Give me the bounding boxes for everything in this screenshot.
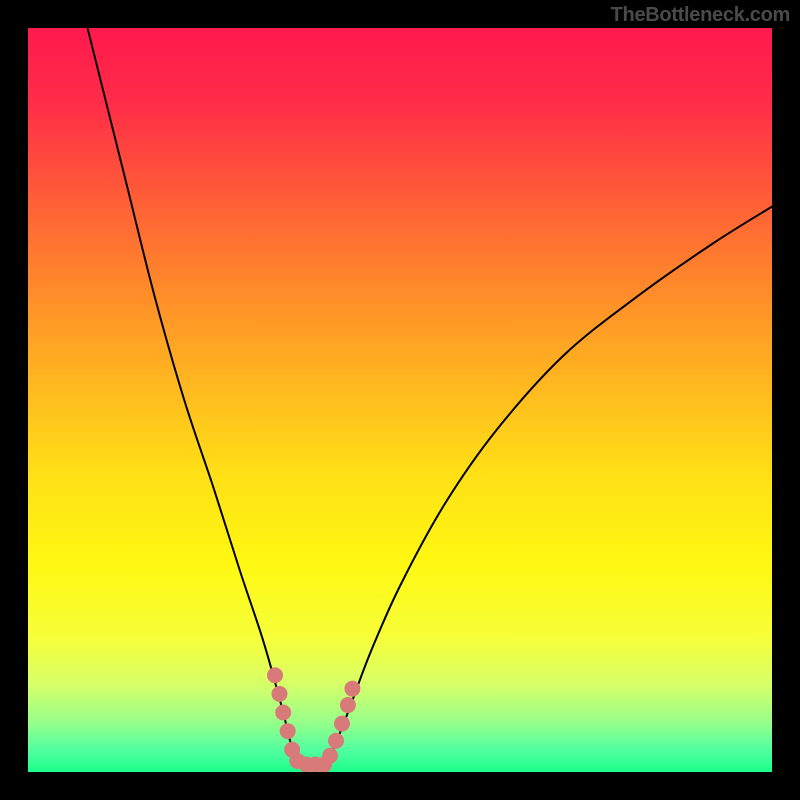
chart-frame: TheBottleneck.com bbox=[0, 0, 800, 800]
marker-point bbox=[267, 667, 283, 683]
watermark-text: TheBottleneck.com bbox=[611, 4, 790, 27]
marker-point bbox=[271, 686, 287, 702]
bottleneck-curve bbox=[88, 28, 772, 765]
marker-point bbox=[344, 681, 360, 697]
marker-point bbox=[280, 723, 296, 739]
marker-point bbox=[322, 748, 338, 764]
curve-layer bbox=[28, 28, 772, 772]
marker-group bbox=[267, 667, 360, 772]
marker-point bbox=[328, 733, 344, 749]
plot-area bbox=[28, 28, 772, 772]
marker-point bbox=[275, 704, 291, 720]
marker-point bbox=[334, 716, 350, 732]
marker-point bbox=[340, 697, 356, 713]
